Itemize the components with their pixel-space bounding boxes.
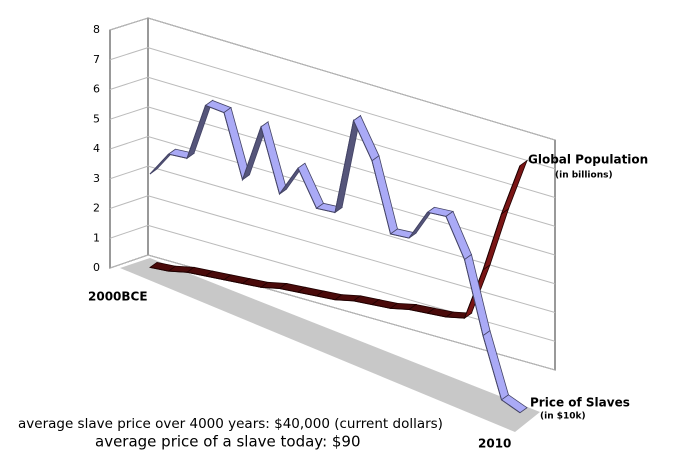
y-tick-label: 8 <box>93 23 100 36</box>
grid-line <box>109 195 149 209</box>
grid-line <box>109 76 149 90</box>
floor <box>120 258 540 432</box>
back-wall <box>147 17 556 371</box>
grid-line <box>109 224 149 239</box>
grid-line <box>147 47 556 170</box>
x-tick-label: 2010 <box>478 437 511 451</box>
grid-line <box>109 136 149 150</box>
y-tick-label: 7 <box>93 53 100 66</box>
y-tick-label: 6 <box>93 83 100 96</box>
series-line <box>149 104 521 414</box>
annotation: average slave price over 4000 years: $40… <box>18 416 443 432</box>
x-tick-label: 2000BCE <box>88 290 148 304</box>
series-unit: (in $10k) <box>540 412 586 422</box>
grid-line <box>147 17 556 141</box>
y-tick-label: 5 <box>93 112 100 125</box>
grid-line <box>147 106 556 227</box>
grid-line <box>109 165 149 180</box>
y-tick-label: 2 <box>93 202 100 215</box>
grid-line <box>109 47 149 61</box>
grid-line <box>109 17 149 31</box>
grid-line <box>147 136 556 256</box>
annotation: average price of a slave today: $90 <box>95 433 361 451</box>
series-label: Global Population <box>528 153 648 167</box>
series-line <box>149 165 521 319</box>
grid-line <box>109 254 149 269</box>
y-tick-label: 4 <box>93 142 100 155</box>
series-unit: (in billions) <box>555 171 613 181</box>
grid-line <box>147 195 556 313</box>
y-tick-label: 3 <box>93 172 100 185</box>
series-label: Price of Slaves <box>530 396 630 410</box>
grid-line <box>109 106 149 120</box>
y-tick-label: 0 <box>93 261 100 274</box>
y-tick-label: 1 <box>93 231 100 244</box>
